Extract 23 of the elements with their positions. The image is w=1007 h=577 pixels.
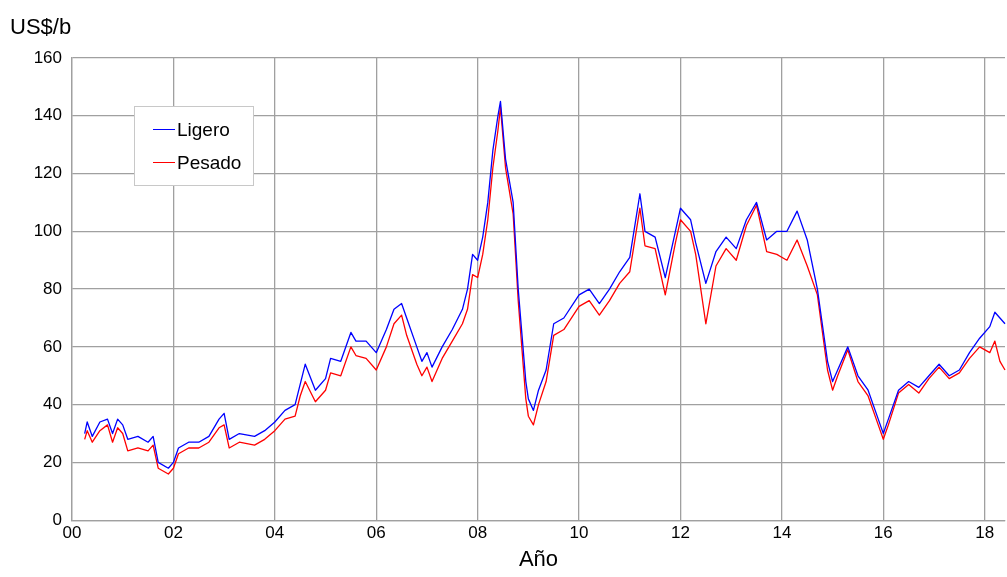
x-tick-label: 12 [671, 523, 690, 543]
x-tick-label: 00 [62, 523, 82, 543]
x-tick-label: 06 [366, 523, 386, 543]
x-tick-label: 02 [163, 523, 183, 543]
x-tick-label: 18 [975, 523, 995, 543]
legend-label: Ligero [177, 118, 230, 142]
y-tick-label: 80 [43, 278, 62, 298]
y-axis-title: US$/b [10, 14, 72, 40]
y-tick-label: 40 [43, 394, 62, 414]
x-tick-label: 10 [569, 523, 589, 543]
y-tick-label: 160 [33, 47, 62, 67]
legend-label: Pesado [177, 151, 242, 175]
y-tick-label: 60 [43, 336, 62, 356]
x-tick-label: 04 [265, 523, 285, 543]
x-tick-label: 08 [468, 523, 488, 543]
y-tick-label: 20 [43, 452, 62, 472]
x-tick-label: 14 [772, 523, 792, 543]
x-tick-label: 16 [873, 523, 893, 543]
y-tick-label: 100 [33, 221, 62, 241]
y-tick-label: 120 [33, 163, 62, 183]
y-tick-label: 0 [52, 509, 62, 529]
x-axis-title: Año [518, 545, 559, 571]
y-tick-label: 140 [33, 105, 62, 125]
